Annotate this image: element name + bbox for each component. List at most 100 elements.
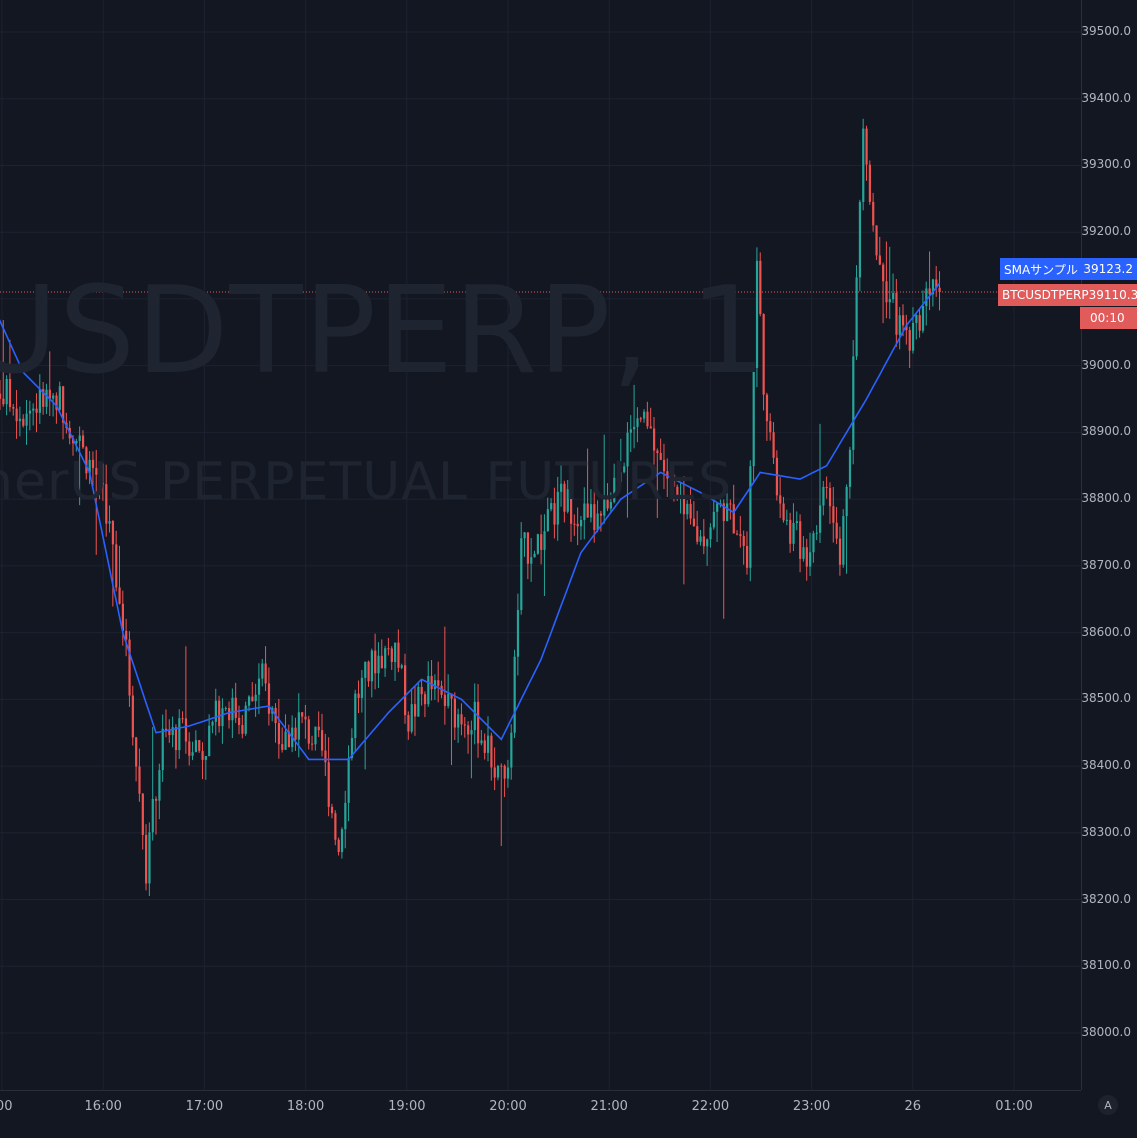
candle-body [490,735,493,768]
candle-body [755,260,759,368]
sma-tag-name: SMAサンプル [1004,262,1078,277]
candle-body [702,536,705,547]
time-tick-label: 20:00 [489,1099,527,1114]
price-axis[interactable] [1081,0,1137,1090]
candle-body [616,477,619,482]
candle-body [121,603,124,631]
candle-body [682,494,686,515]
candle-body [619,472,622,482]
candle-body [400,665,403,668]
candle-body [81,435,85,448]
candle-body [825,486,828,488]
candle-body [828,487,832,507]
candle-body [261,663,264,679]
candle-body [58,386,61,410]
candle-body [420,686,423,695]
candle-body [895,292,898,335]
candle-body [28,410,32,414]
candle-body [427,676,430,705]
candle-body [795,521,798,524]
candle-body [765,394,769,422]
candle-body [716,503,719,512]
candle-body [689,503,692,519]
price-tick-label: 38000.0 [1081,1025,1131,1039]
candle-body [98,474,101,484]
candle-body [772,432,775,458]
bar-countdown: 00:10 [1080,307,1137,329]
candle-body [749,466,752,568]
candle-body [327,762,330,807]
time-tick-label: 19:00 [388,1099,426,1114]
candle-body [307,719,310,744]
watermark-description: nerUS PERPETUAL FUTURES [0,452,733,512]
candle-body [483,740,486,753]
candle-body [885,281,888,303]
candle-body [506,767,510,779]
candle-body [596,513,599,531]
candle-body [184,718,188,742]
candle-body [862,128,865,202]
candle-body [666,471,669,479]
candle-body [911,322,915,351]
candle-body [463,724,466,726]
price-tick-label: 38200.0 [1081,891,1131,906]
candle-body [201,750,204,760]
candle-body [819,505,822,533]
candle-body [672,474,676,487]
candle-body [593,504,596,531]
candle-body [785,519,788,521]
candle-body [460,714,463,725]
candle-body [872,201,875,226]
candle-body [208,725,211,757]
candle-body [158,770,161,801]
candle-body [52,395,55,399]
time-axis[interactable] [0,1090,1081,1138]
candle-body [852,356,855,450]
candle-body [888,299,891,303]
price-tick-label: 38700.0 [1081,557,1131,572]
candle-body [845,486,848,517]
candle-body [224,708,227,710]
candle-body [536,534,539,554]
candle-body [762,313,765,395]
candle-body [732,504,735,534]
candle-body [510,732,513,768]
candle-body [782,503,785,521]
candle-body [264,663,267,684]
candle-body [334,813,337,840]
candle-body [397,642,400,668]
candle-body [520,538,523,611]
candle-body [629,429,632,433]
candle-body [277,723,281,745]
candle-body [443,694,447,706]
candle-body [198,740,201,751]
candle-body [12,407,15,409]
candle-body [311,743,314,745]
candle-body [287,731,290,748]
candle-body [254,694,257,702]
candle-body [570,489,573,524]
candle-body [503,765,506,779]
price-tick-label: 39400.0 [1081,90,1131,105]
candle-body [729,503,732,505]
candle-body [613,477,616,503]
candle-body [164,728,168,731]
candle-body [135,737,138,767]
candle-body [2,398,5,405]
candle-body [579,519,583,527]
price-tick-label: 38400.0 [1081,758,1131,773]
price-tick-label: 39200.0 [1081,224,1131,239]
candle-body [643,411,646,419]
candle-body [380,655,383,669]
candle-body [141,793,144,835]
candle-body [848,449,852,487]
candle-body [646,411,649,427]
candle-body [699,536,702,542]
candle-body [181,718,184,720]
candle-body [191,752,194,756]
candle-body [480,740,483,744]
candle-body [599,513,603,516]
candle-body [314,726,317,745]
auto-scale-button[interactable]: A [1098,1095,1118,1115]
